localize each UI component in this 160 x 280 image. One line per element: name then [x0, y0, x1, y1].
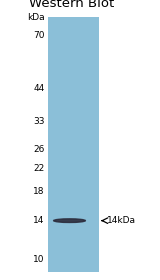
- Text: kDa: kDa: [27, 13, 45, 22]
- Text: 18: 18: [33, 187, 45, 196]
- Text: 33: 33: [33, 117, 45, 126]
- Ellipse shape: [54, 219, 85, 223]
- Text: 26: 26: [33, 145, 45, 154]
- Text: 22: 22: [34, 164, 45, 173]
- Text: 14: 14: [33, 216, 45, 225]
- Text: 14kDa: 14kDa: [107, 216, 136, 225]
- Text: 10: 10: [33, 255, 45, 264]
- Text: 44: 44: [34, 84, 45, 93]
- Text: Western Blot: Western Blot: [29, 0, 114, 10]
- Text: 70: 70: [33, 31, 45, 39]
- Bar: [48, 17, 99, 272]
